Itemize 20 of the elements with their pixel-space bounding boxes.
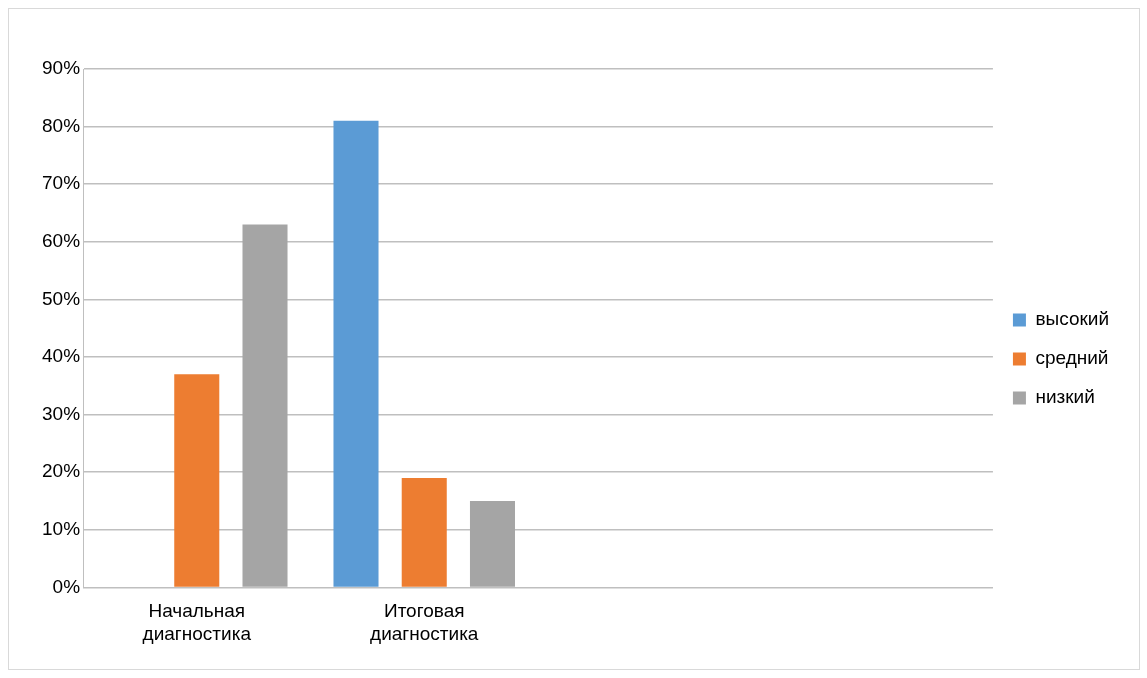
y-tick-label: 90% xyxy=(42,57,81,79)
y-tick-label: 20% xyxy=(42,460,81,482)
y-tick-label: 30% xyxy=(42,402,81,424)
y-tick-label: 40% xyxy=(42,345,81,367)
y-tick-label: 70% xyxy=(42,172,81,194)
y-tick-label: 0% xyxy=(52,575,81,597)
x-tick-label: Итоговая диагностика xyxy=(370,600,479,644)
legend-label: высокий xyxy=(1035,308,1110,330)
bar xyxy=(242,224,288,587)
y-tick-label: 60% xyxy=(42,230,81,252)
bar xyxy=(174,374,220,587)
bar xyxy=(333,120,379,587)
legend-label: низкий xyxy=(1035,386,1095,408)
x-tick-label: Начальная диагностика xyxy=(142,600,252,644)
y-tick-label: 50% xyxy=(42,287,81,309)
legend-label: средний xyxy=(1035,347,1109,369)
y-tick-label: 80% xyxy=(42,114,81,136)
bar xyxy=(401,477,447,587)
bar xyxy=(469,501,515,587)
y-tick-label: 10% xyxy=(42,518,81,540)
